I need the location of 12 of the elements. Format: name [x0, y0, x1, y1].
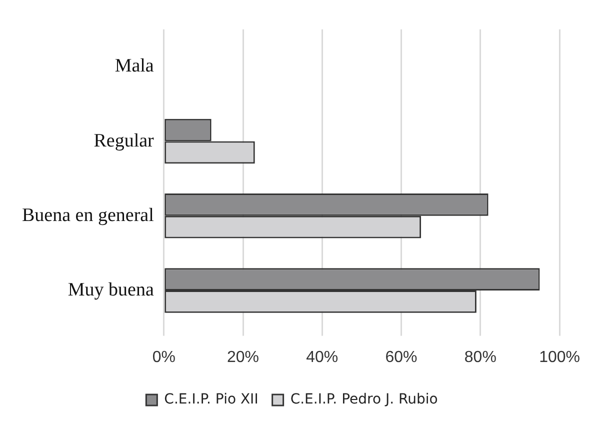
x-tick-label: 0%	[152, 348, 176, 366]
x-tick-label: 40%	[306, 348, 338, 366]
legend-label: C.E.I.P. Pedro J. Rubio	[290, 392, 438, 408]
x-tick-label: 20%	[226, 348, 260, 366]
x-tick-label: 80%	[464, 348, 496, 366]
y-tick-label: Mala	[114, 56, 154, 77]
legend-label: C.E.I.P. Pio XII	[164, 392, 258, 408]
x-tick-label: 60%	[385, 348, 418, 366]
y-tick-label: Regular	[94, 130, 155, 152]
x-tick-label: 100%	[539, 348, 580, 366]
y-tick-label: Buena en general	[22, 204, 154, 226]
y-tick-label: Muy buena	[68, 279, 154, 300]
